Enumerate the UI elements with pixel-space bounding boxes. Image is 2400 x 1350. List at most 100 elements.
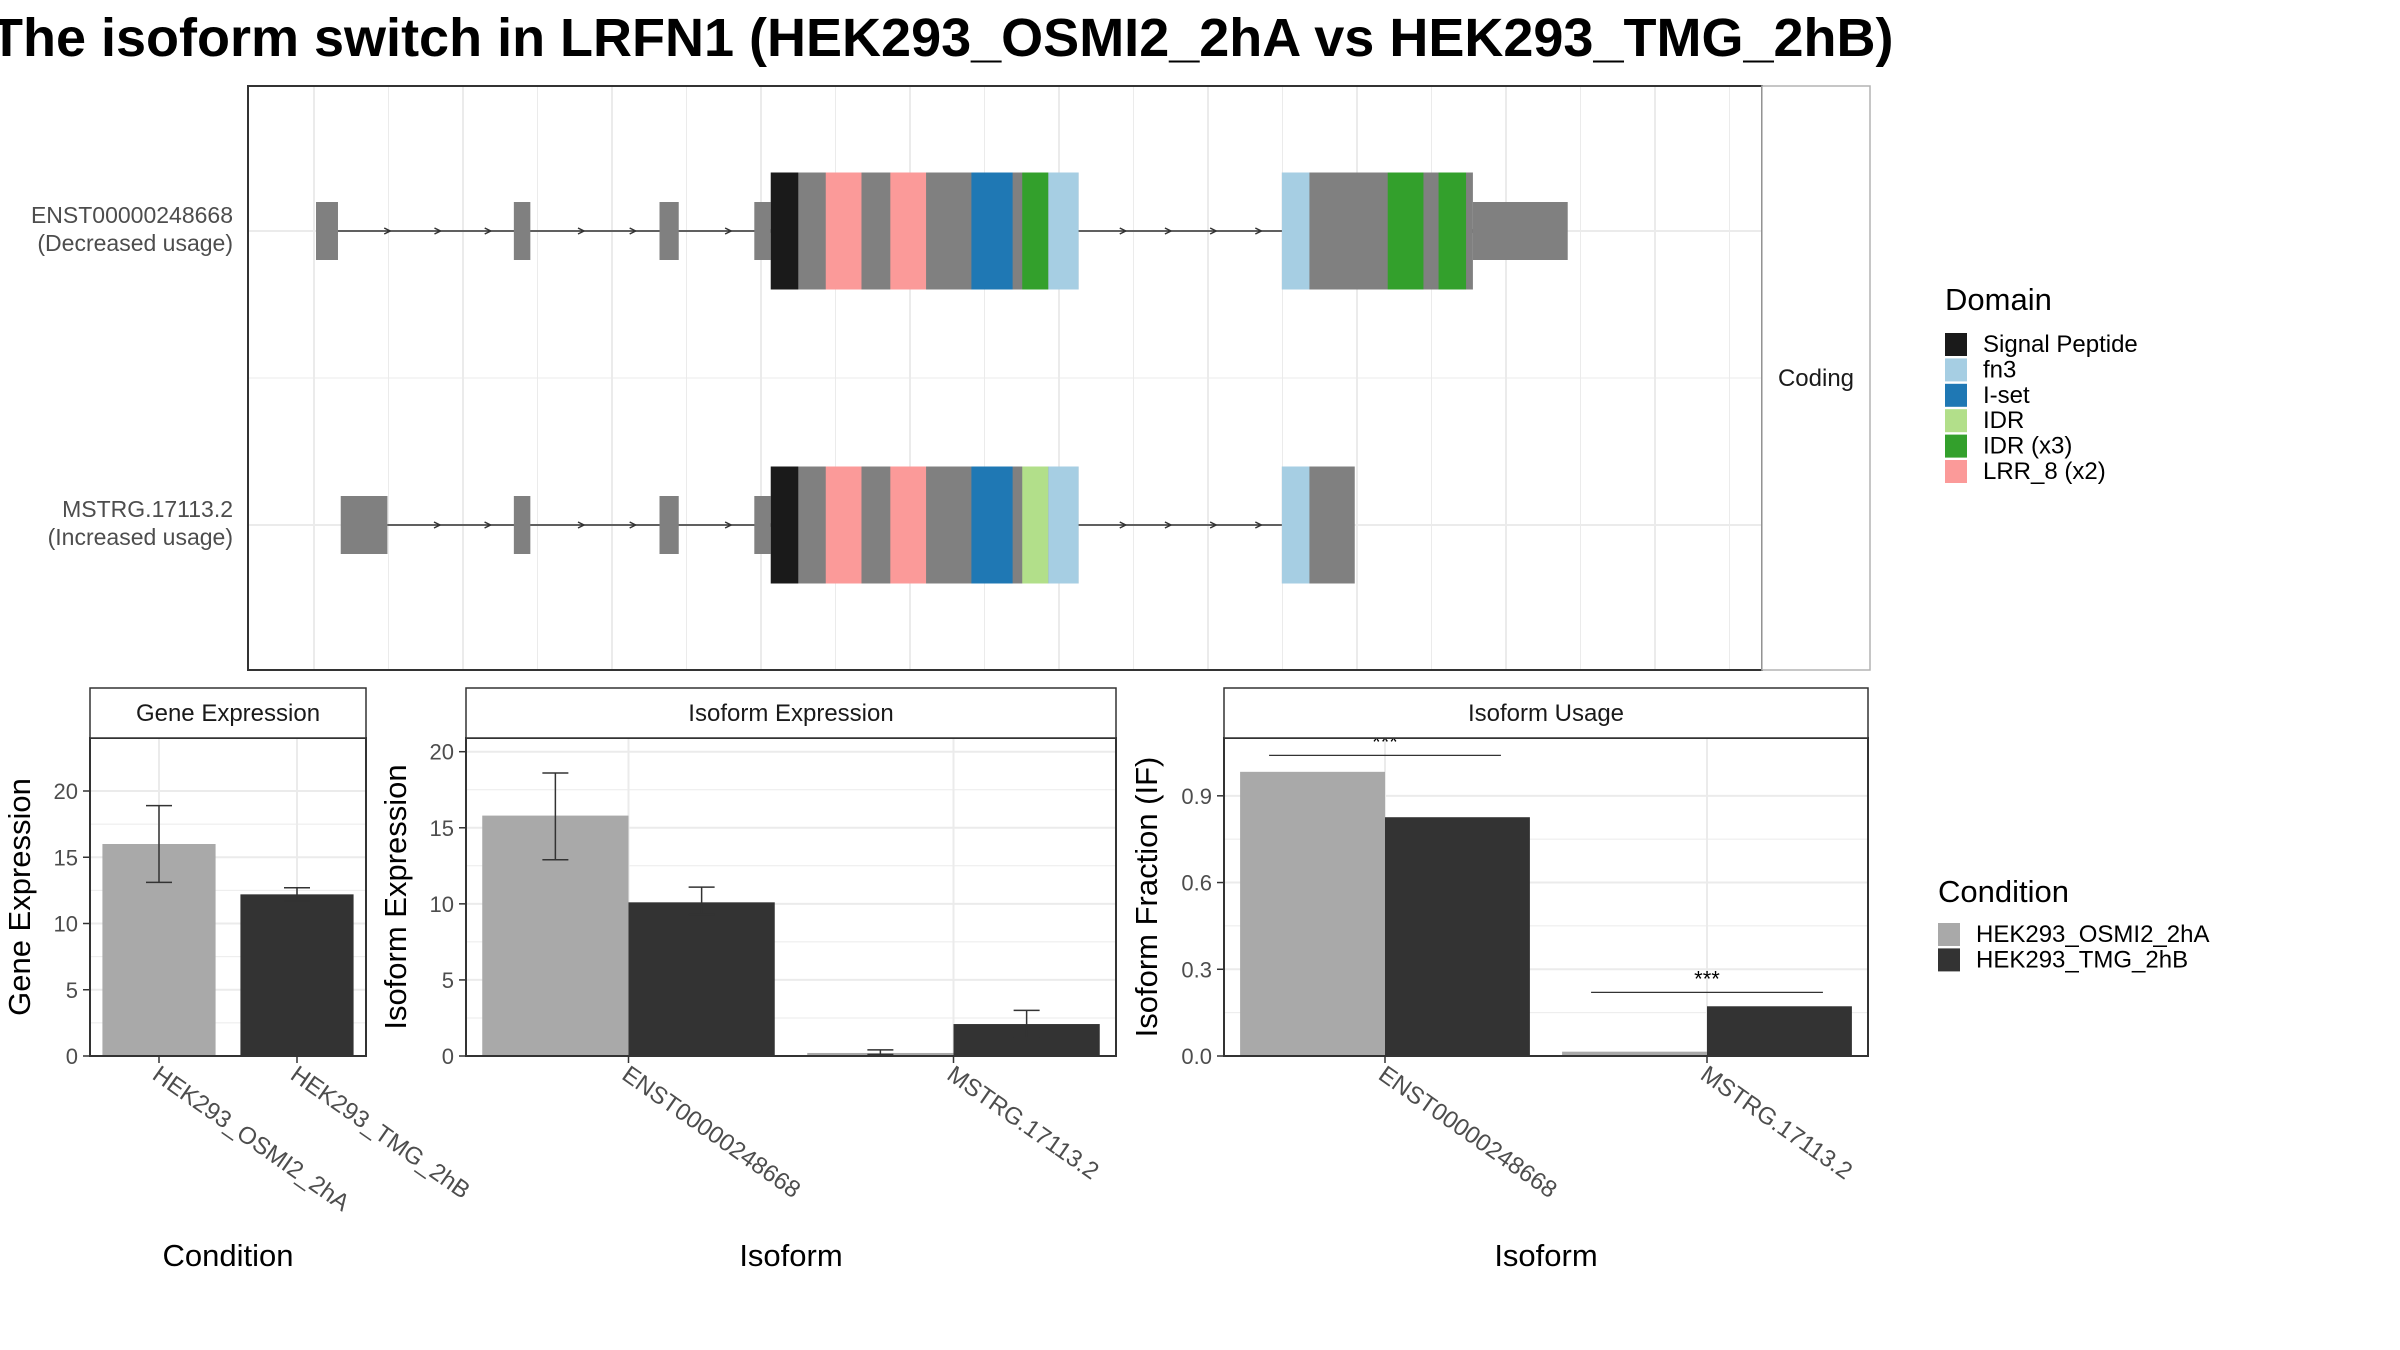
x-tick-label: MSTRG.17113.2 [1696,1061,1858,1185]
transcript-usage-label: (Decreased usage) [37,230,233,256]
intron-arrow [434,227,443,235]
x-axis-title: Isoform [1494,1238,1597,1273]
domain-legend-label: IDR [1983,407,2024,434]
y-axis-title: Isoform Fraction (IF) [1129,757,1164,1038]
domain-legend-title: Domain [1945,282,2052,317]
y-tick-label: 0 [66,1044,78,1069]
panel-strip [465,687,1117,739]
intron-arrow [1209,227,1218,235]
domain-block [1048,172,1079,290]
y-tick-label: 5 [66,978,78,1003]
domain-legend-label: Signal Peptide [1983,331,2138,358]
y-tick-label: 0.6 [1181,871,1212,896]
exon-block [1472,202,1568,260]
domain-block [770,466,799,584]
intron-arrow [1119,521,1128,529]
intron-arrow [383,227,392,235]
y-tick-label: 0.3 [1181,957,1212,982]
condition-legend-swatch [1938,923,1960,946]
intron-arrow [1164,227,1173,235]
domain-block [770,172,799,290]
error-bar [146,804,172,884]
condition-legend-title: Condition [1938,874,2069,909]
intron-arrow [1164,521,1173,529]
domain-block [1281,466,1310,584]
bar [1562,1051,1707,1056]
panel-title: Isoform Expression [688,700,893,727]
intron-arrow [724,227,733,235]
error-bar [867,1049,894,1056]
y-tick-label: 0.9 [1181,784,1212,809]
intron-arrow [1254,521,1264,529]
intron-arrow [629,227,638,235]
intron-arrow [1254,227,1264,235]
x-tick-label: MSTRG.17113.2 [942,1061,1104,1185]
transcript-row [340,466,1355,584]
domain-legend-swatch [1945,434,1967,458]
error-bar [1013,1009,1040,1039]
y-tick-label: 20 [430,740,454,765]
y-tick-label: 0 [442,1044,454,1069]
y-tick-label: 15 [54,845,78,870]
exon-block [754,496,771,554]
error-bar [542,772,569,861]
strip-label: Coding [1778,365,1854,392]
domain-block [971,172,1013,290]
x-axis-title: Condition [163,1238,294,1273]
exon-block [340,496,388,554]
domain-block [1281,172,1310,290]
exon-block [659,496,679,554]
domain-block [890,466,927,584]
domain-legend-swatch [1945,409,1967,433]
x-tick-label: ENST00000248668 [1374,1061,1562,1204]
panel-strip [89,687,367,739]
domain-block [1387,172,1424,290]
error-bar [688,886,715,916]
intron-arrow [484,227,493,235]
domain-legend-label: fn3 [1983,356,2016,383]
isoform-expression-panel: Isoform Expression 0 5 10 15 20 ENST0000024866… [378,687,1117,1273]
intron-arrow [1209,521,1218,529]
domain-block [971,466,1013,584]
x-tick-label: ENST00000248668 [617,1061,805,1204]
y-tick-label: 10 [54,912,78,937]
panel-title: Isoform Usage [1468,700,1624,727]
domain-block [825,172,862,290]
panel-title: Gene Expression [136,700,320,727]
figure-title: The isoform switch in LRFN1 (HEK293_OSMI… [0,8,1893,68]
bar [628,902,775,1056]
y-tick-label: 20 [54,779,78,804]
intron-arrow [433,521,442,529]
domain-block [1048,466,1079,584]
domain-legend-swatch [1945,333,1967,356]
bar [1240,771,1385,1056]
y-tick-label: 15 [430,816,454,841]
exon-block [754,202,771,260]
transcript-label: ENST00000248668 [31,202,233,228]
domain-legend-label: IDR (x3) [1983,433,2072,460]
bar [1707,1006,1852,1056]
intron-arrow [577,227,586,235]
isoform-usage-panel: ******Isoform Usage0.00.30.60.9ENST00000… [1129,687,1869,1273]
intron-arrow [629,521,638,529]
significance-label: *** [1694,966,1720,991]
exon-block [513,202,531,260]
domain-block [1022,466,1049,584]
domain-legend-swatch [1945,383,1967,407]
condition-legend-label: HEK293_TMG_2hB [1976,946,2188,973]
domain-legend-swatch [1945,358,1967,382]
transcript-usage-label: (Increased usage) [48,524,233,550]
intron-arrow [1119,227,1128,235]
intron-arrow [724,521,733,529]
y-tick-label: 0.0 [1181,1044,1212,1069]
structure-strip [1761,85,1871,671]
bar [240,894,354,1056]
x-axis-title: Isoform [739,1238,842,1273]
transcript-label: MSTRG.17113.2 [62,496,233,522]
intron-arrow [577,521,586,529]
domain-legend-label: LRR_8 (x2) [1983,458,2106,485]
domain-block [890,172,927,290]
exon-block [316,202,338,260]
